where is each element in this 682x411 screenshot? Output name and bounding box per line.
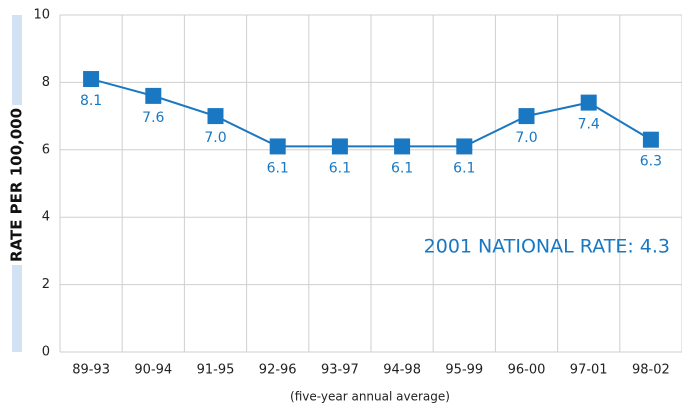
y-tick-label: 4 xyxy=(42,210,50,225)
point xyxy=(83,71,100,88)
value-label: 7.6 xyxy=(142,110,164,126)
x-tick-label: 95-99 xyxy=(445,363,483,378)
x-tick-label: 89-93 xyxy=(72,363,110,378)
value-label: 7.0 xyxy=(515,130,537,146)
value-label: 6.1 xyxy=(453,160,475,176)
y-tick-label: 0 xyxy=(42,345,50,360)
value-label: 7.0 xyxy=(204,130,226,146)
y-tick-label: 10 xyxy=(33,8,50,23)
point xyxy=(331,138,348,155)
x-tick-label: 93-97 xyxy=(321,363,359,378)
point xyxy=(207,108,224,125)
x-tick-label: 91-95 xyxy=(197,363,235,378)
x-tick-label: 96-00 xyxy=(508,363,546,378)
value-label: 7.4 xyxy=(578,117,600,133)
x-tick-label: 92-96 xyxy=(259,363,297,378)
line xyxy=(90,78,652,148)
y-axis-label: RATE PER 100,000 xyxy=(8,108,26,262)
value-label: 6.3 xyxy=(640,154,662,170)
point xyxy=(394,138,411,155)
x-tick-label: 90-94 xyxy=(134,363,172,378)
point xyxy=(642,131,659,148)
x-tick-label: 94-98 xyxy=(383,363,421,378)
point xyxy=(145,87,162,104)
y-tick-label: 6 xyxy=(42,142,50,157)
value-label: 6.1 xyxy=(267,160,289,176)
point xyxy=(580,94,597,111)
y-label-backdrop xyxy=(6,105,28,265)
y-tick-label: 2 xyxy=(42,277,50,292)
y-tick-label: 8 xyxy=(42,75,50,90)
point xyxy=(518,108,535,125)
x-tick-label: 98-02 xyxy=(632,363,670,378)
point xyxy=(269,138,286,155)
annotation: 2001 NATIONAL RATE: 4.3 xyxy=(424,236,670,258)
value-label: 6.1 xyxy=(329,160,351,176)
point xyxy=(456,138,473,155)
x-tick-label: 97-01 xyxy=(570,363,608,378)
value-label: 8.1 xyxy=(80,93,102,109)
value-label: 6.1 xyxy=(391,160,413,176)
x-axis-label: (five-year annual average) xyxy=(290,390,450,404)
